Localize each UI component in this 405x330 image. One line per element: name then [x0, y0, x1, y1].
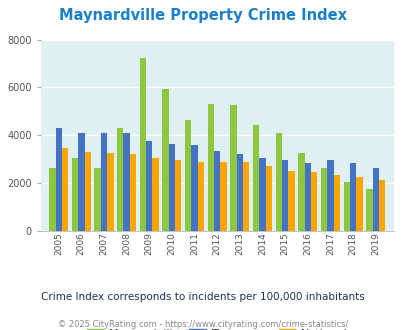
Bar: [243, 162, 249, 231]
Bar: [100, 133, 107, 231]
Bar: [175, 160, 181, 231]
Bar: [146, 141, 152, 231]
Bar: [281, 160, 288, 231]
Bar: [343, 182, 349, 231]
Bar: [259, 158, 265, 231]
Bar: [94, 168, 100, 231]
Bar: [117, 128, 123, 231]
Bar: [139, 57, 146, 231]
Bar: [320, 168, 326, 231]
Bar: [55, 128, 62, 231]
Text: © 2025 CityRating.com - https://www.cityrating.com/crime-statistics/: © 2025 CityRating.com - https://www.city…: [58, 320, 347, 329]
Bar: [78, 133, 84, 231]
Legend: Maynardville, Tennessee, National: Maynardville, Tennessee, National: [82, 325, 351, 330]
Bar: [372, 168, 378, 231]
Bar: [185, 120, 191, 231]
Bar: [152, 158, 158, 231]
Text: Crime Index corresponds to incidents per 100,000 inhabitants: Crime Index corresponds to incidents per…: [41, 292, 364, 302]
Bar: [365, 189, 372, 231]
Bar: [197, 162, 204, 231]
Bar: [220, 162, 226, 231]
Bar: [168, 144, 175, 231]
Bar: [310, 172, 316, 231]
Bar: [162, 89, 168, 231]
Bar: [288, 171, 294, 231]
Bar: [378, 180, 384, 231]
Bar: [213, 151, 220, 231]
Bar: [326, 160, 333, 231]
Bar: [252, 124, 259, 231]
Bar: [49, 168, 55, 231]
Bar: [275, 133, 281, 231]
Bar: [355, 177, 362, 231]
Bar: [333, 175, 339, 231]
Bar: [207, 104, 213, 231]
Bar: [230, 105, 236, 231]
Bar: [191, 145, 197, 231]
Text: Maynardville Property Crime Index: Maynardville Property Crime Index: [59, 8, 346, 23]
Bar: [84, 152, 91, 231]
Bar: [130, 154, 136, 231]
Bar: [72, 158, 78, 231]
Bar: [62, 148, 68, 231]
Bar: [123, 133, 130, 231]
Bar: [265, 166, 271, 231]
Bar: [298, 153, 304, 231]
Bar: [304, 163, 310, 231]
Bar: [349, 163, 355, 231]
Bar: [236, 154, 243, 231]
Bar: [107, 153, 113, 231]
